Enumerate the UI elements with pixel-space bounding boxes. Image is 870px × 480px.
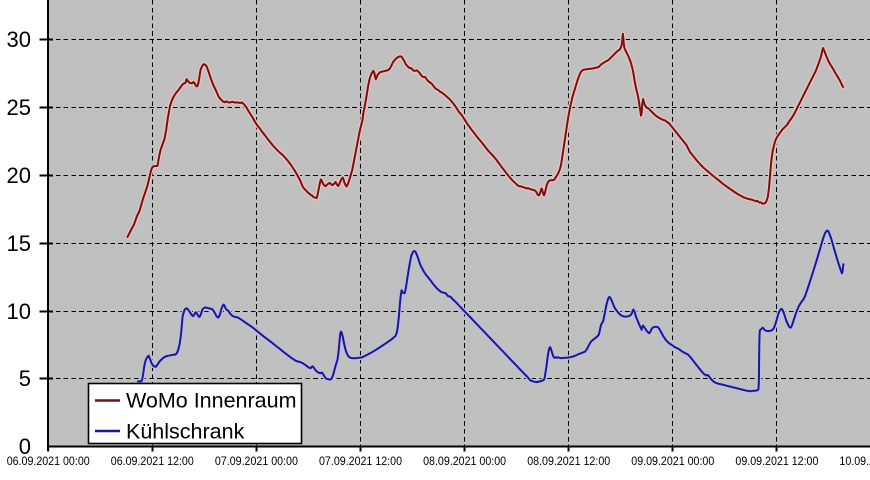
- svg-text:WoMo Innenraum: WoMo Innenraum: [126, 389, 297, 413]
- svg-text:07.09.2021 00:00: 07.09.2021 00:00: [215, 454, 298, 468]
- svg-text:15: 15: [7, 231, 31, 256]
- svg-text:30: 30: [7, 27, 31, 52]
- svg-text:10.09.2021 00:00: 10.09.2021 00:00: [839, 454, 870, 468]
- svg-text:0: 0: [19, 434, 31, 459]
- svg-text:09.09.2021 00:00: 09.09.2021 00:00: [631, 454, 714, 468]
- svg-text:5: 5: [19, 366, 31, 391]
- svg-text:09.09.2021 12:00: 09.09.2021 12:00: [735, 454, 818, 468]
- svg-text:06.09.2021 00:00: 06.09.2021 00:00: [7, 454, 90, 468]
- svg-text:06.09.2021 12:00: 06.09.2021 12:00: [111, 454, 194, 468]
- svg-text:07.09.2021 12:00: 07.09.2021 12:00: [319, 454, 402, 468]
- svg-text:10: 10: [7, 299, 31, 324]
- svg-text:Kühlschrank: Kühlschrank: [126, 420, 245, 444]
- svg-text:08.09.2021 12:00: 08.09.2021 12:00: [527, 454, 610, 468]
- svg-text:25: 25: [7, 95, 31, 120]
- svg-text:20: 20: [7, 163, 31, 188]
- svg-text:08.09.2021 00:00: 08.09.2021 00:00: [423, 454, 506, 468]
